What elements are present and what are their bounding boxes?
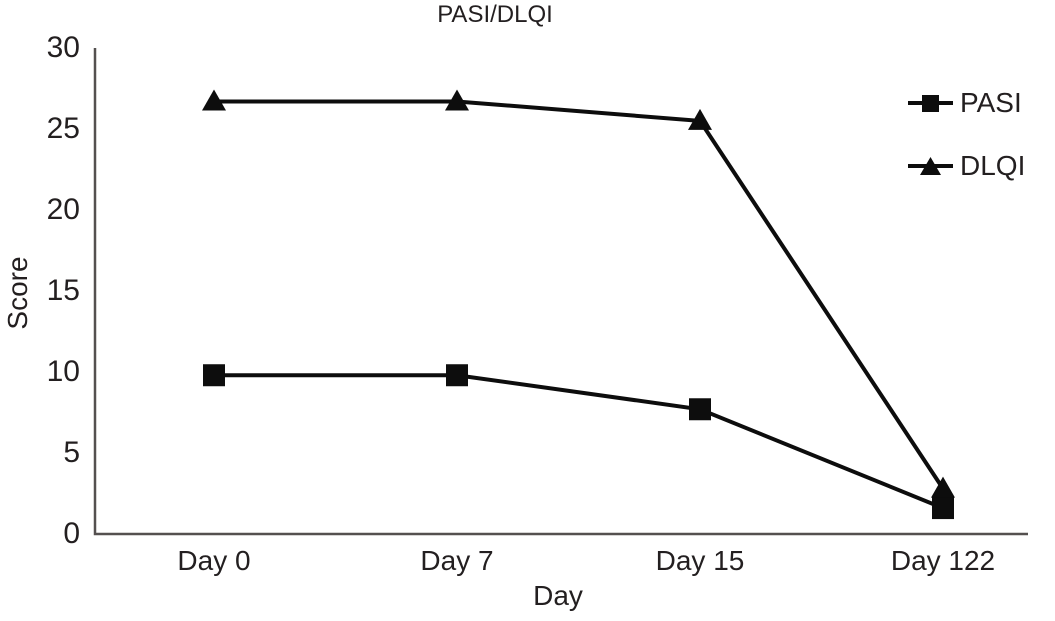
- square-marker: [446, 364, 468, 387]
- x-tick-label: Day 0: [177, 545, 251, 576]
- triangle-marker: [931, 476, 955, 498]
- y-tick-label: 15: [46, 274, 80, 307]
- y-tick-label: 25: [46, 112, 80, 145]
- legend-item-pasi: PASI: [908, 87, 1025, 118]
- x-axis-label: Day: [533, 580, 583, 611]
- legend-item-dlqi: DLQI: [908, 150, 1026, 181]
- legend-square-icon: [908, 94, 953, 112]
- square-marker: [932, 497, 954, 520]
- y-tick-label: 10: [46, 355, 80, 388]
- square-marker: [689, 398, 711, 421]
- triangle-marker: [202, 89, 226, 111]
- triangle-marker: [445, 89, 469, 111]
- y-tick-label: 5: [63, 436, 80, 469]
- chart-title: PASI/DLQI: [437, 1, 553, 28]
- x-tick-label: Day 7: [420, 545, 494, 576]
- series-line-pasi: [214, 373, 944, 510]
- y-tick-label: 20: [46, 193, 80, 226]
- x-tick-label: Day 122: [890, 545, 996, 576]
- y-tick-label: 0: [63, 517, 80, 550]
- axis-lines: [93, 48, 1028, 536]
- legend-label: PASI: [960, 87, 1022, 118]
- legend-triangle-icon: [908, 156, 953, 175]
- x-tick-label: Day 15: [655, 545, 745, 576]
- series-line-dlqi: [214, 99, 945, 490]
- legend: PASI DLQI: [908, 87, 1026, 214]
- y-tick-label: 30: [46, 31, 80, 64]
- legend-label: DLQI: [960, 150, 1026, 181]
- square-marker: [203, 364, 225, 387]
- triangle-marker: [688, 108, 712, 130]
